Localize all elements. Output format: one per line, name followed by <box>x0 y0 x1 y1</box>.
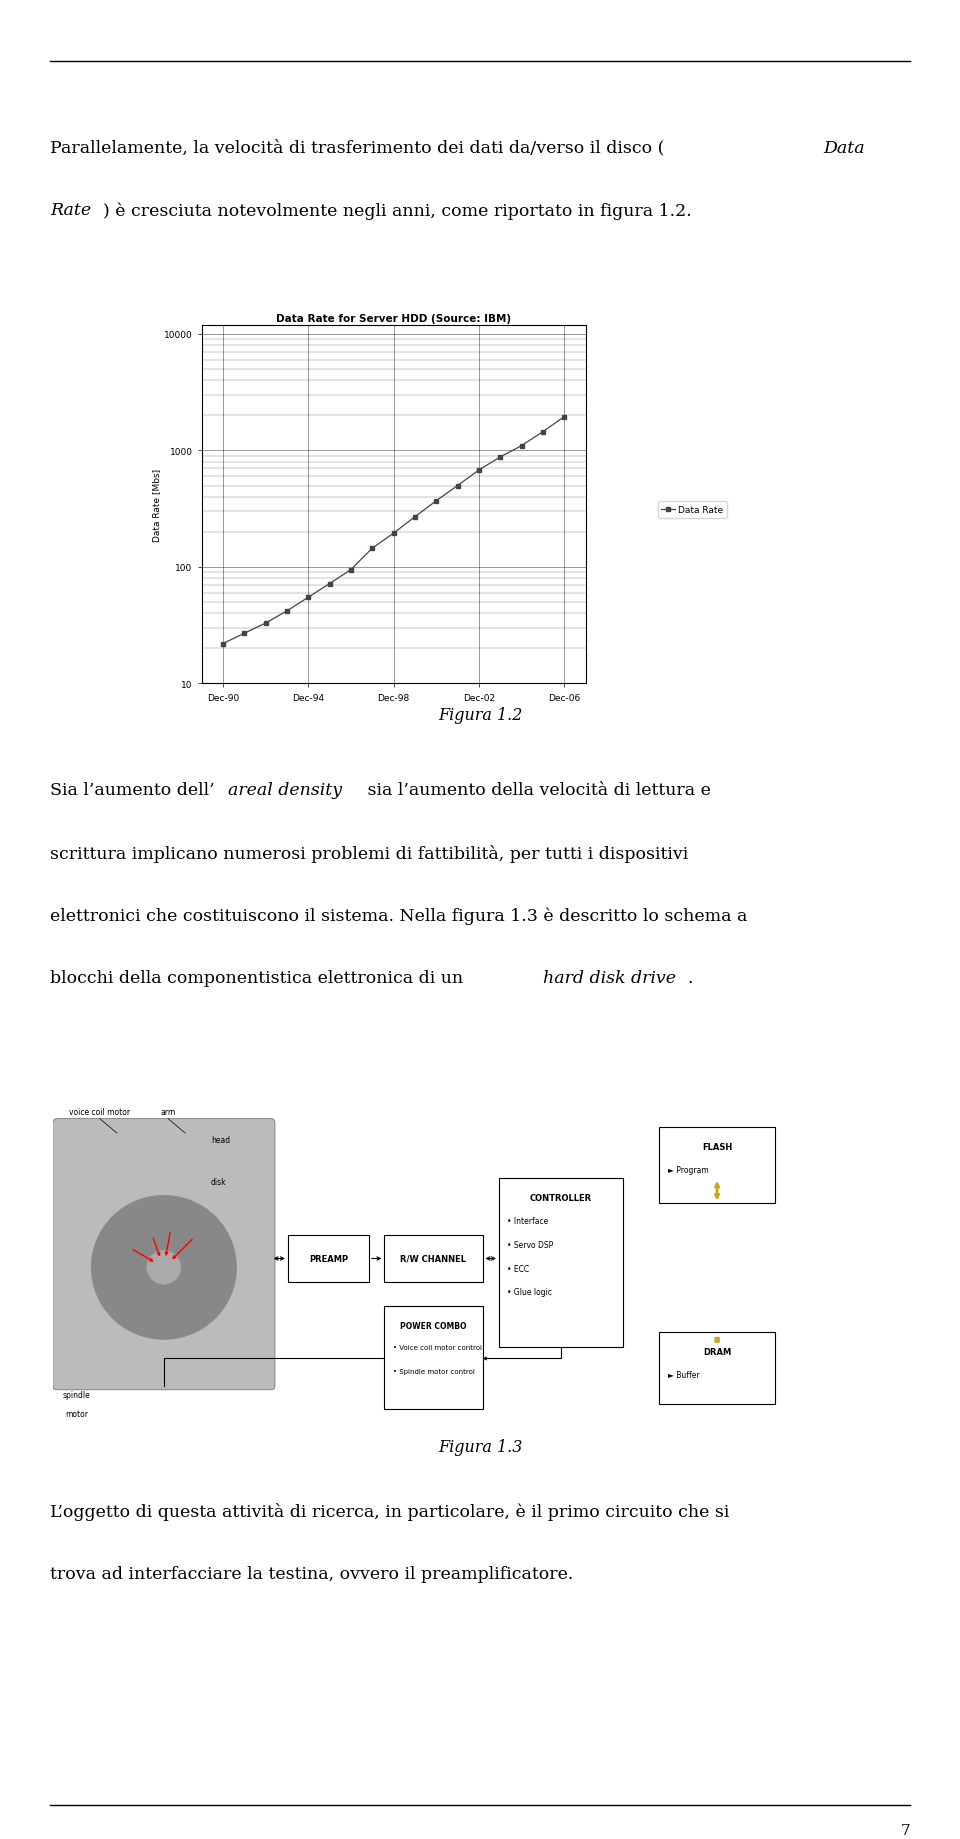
Text: L’oggetto di questa attività di ricerca, in particolare, è il primo circuito che: L’oggetto di questa attività di ricerca,… <box>50 1502 730 1521</box>
Text: Parallelamente, la velocità di trasferimento dei dati da/verso il disco (: Parallelamente, la velocità di trasferim… <box>50 140 664 156</box>
FancyBboxPatch shape <box>384 1306 483 1409</box>
Text: ► Program: ► Program <box>668 1166 708 1175</box>
Circle shape <box>147 1251 180 1285</box>
Circle shape <box>91 1195 236 1339</box>
FancyBboxPatch shape <box>53 1120 275 1390</box>
Text: POWER COMBO: POWER COMBO <box>400 1322 467 1330</box>
Text: Figura 1.2: Figura 1.2 <box>438 706 522 723</box>
Text: spindle: spindle <box>62 1390 90 1399</box>
Text: R/W CHANNEL: R/W CHANNEL <box>400 1254 467 1263</box>
Text: 7: 7 <box>900 1824 910 1837</box>
Text: • Voice coil motor control: • Voice coil motor control <box>393 1344 482 1350</box>
Text: Figura 1.3: Figura 1.3 <box>438 1438 522 1455</box>
Text: .: . <box>687 969 693 986</box>
Text: Rate: Rate <box>50 202 91 219</box>
FancyBboxPatch shape <box>660 1127 775 1205</box>
Text: disk: disk <box>211 1177 227 1186</box>
FancyBboxPatch shape <box>384 1236 483 1282</box>
Legend: Data Rate: Data Rate <box>658 502 727 519</box>
Text: • ECC: • ECC <box>507 1263 530 1273</box>
Text: CONTROLLER: CONTROLLER <box>530 1194 591 1203</box>
Text: scrittura implicano numerosi problemi di fattibilità, per tutti i dispositivi: scrittura implicano numerosi problemi di… <box>50 844 688 862</box>
Text: • Interface: • Interface <box>507 1216 548 1225</box>
Y-axis label: Data Rate [Mbs]: Data Rate [Mbs] <box>152 469 161 541</box>
FancyBboxPatch shape <box>499 1179 623 1348</box>
Text: elettronici che costituiscono il sistema. Nella figura 1.3 è descritto lo schema: elettronici che costituiscono il sistema… <box>50 907 747 925</box>
Text: hard disk drive: hard disk drive <box>543 969 677 986</box>
Text: voice coil motor: voice coil motor <box>69 1107 131 1116</box>
Text: sia l’aumento della velocità di lettura e: sia l’aumento della velocità di lettura … <box>362 782 710 798</box>
Text: DRAM: DRAM <box>703 1348 732 1357</box>
Text: arm: arm <box>160 1107 176 1116</box>
Text: • Glue logic: • Glue logic <box>507 1287 552 1296</box>
Text: trova ad interfacciare la testina, ovvero il preamplificatore.: trova ad interfacciare la testina, ovver… <box>50 1565 573 1582</box>
Text: Data: Data <box>824 140 865 156</box>
Text: blocchi della componentistica elettronica di un: blocchi della componentistica elettronic… <box>50 969 468 986</box>
Text: • Spindle motor control: • Spindle motor control <box>393 1368 475 1374</box>
Text: PREAMP: PREAMP <box>309 1254 348 1263</box>
Text: • Servo DSP: • Servo DSP <box>507 1239 554 1249</box>
Title: Data Rate for Server HDD (Source: IBM): Data Rate for Server HDD (Source: IBM) <box>276 313 511 324</box>
Text: FLASH: FLASH <box>702 1142 732 1151</box>
FancyBboxPatch shape <box>660 1333 775 1405</box>
Text: ► Buffer: ► Buffer <box>668 1370 700 1379</box>
Text: Sia l’aumento dell’: Sia l’aumento dell’ <box>50 782 214 798</box>
Text: ) è cresciuta notevolmente negli anni, come riportato in figura 1.2.: ) è cresciuta notevolmente negli anni, c… <box>103 202 691 221</box>
Text: motor: motor <box>65 1409 88 1418</box>
Text: head: head <box>211 1135 230 1144</box>
FancyBboxPatch shape <box>288 1236 369 1282</box>
Text: areal density: areal density <box>228 782 343 798</box>
